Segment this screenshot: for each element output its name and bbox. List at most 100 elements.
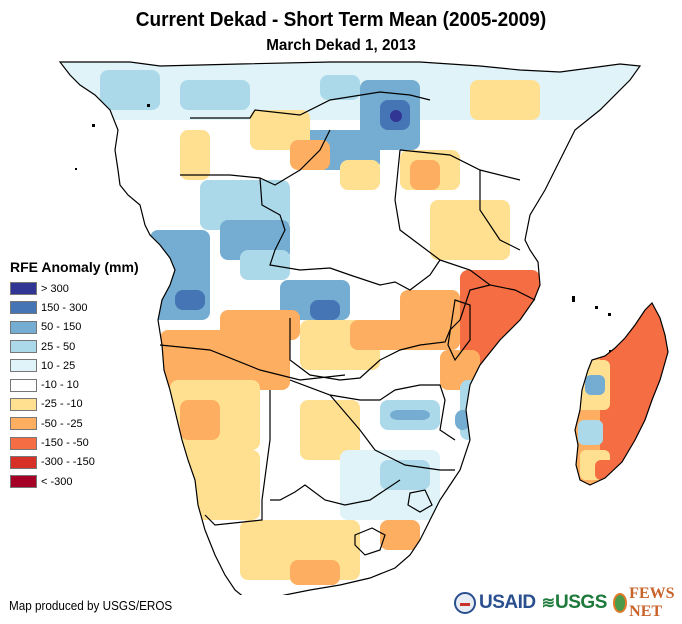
legend-label: -300 - -150: [41, 456, 95, 469]
anomaly-region: [585, 375, 605, 395]
anomaly-region: [180, 450, 260, 520]
legend-swatch: [10, 455, 37, 469]
legend-label: 150 - 300: [41, 301, 88, 314]
legend-item: < -300: [10, 472, 139, 491]
legend-item: -25 - -10: [10, 395, 139, 414]
anomaly-region: [310, 300, 340, 320]
usgs-waves-icon: ≋: [541, 595, 556, 612]
border-line: [329, 394, 455, 471]
anomaly-region: [390, 410, 430, 420]
legend-label: 25 - 50: [41, 340, 76, 353]
legend-item: 150 - 300: [10, 298, 139, 317]
anomaly-region: [470, 80, 540, 120]
anomaly-region: [340, 160, 380, 190]
anomaly-region: [200, 180, 290, 230]
malawi-border: [447, 299, 471, 362]
border-line: [479, 170, 521, 251]
anomaly-region: [180, 80, 250, 110]
anomaly-region: [240, 250, 290, 280]
partner-logos: USAID ≋ USGS FEWS NET: [454, 585, 682, 621]
border-line: [394, 149, 441, 261]
anomaly-region: [175, 290, 205, 310]
legend-item: -300 - -150: [10, 453, 139, 472]
legend-item: 25 - 50: [10, 337, 139, 356]
legend-label: -10 - 10: [41, 379, 79, 392]
anomaly-region: [380, 460, 430, 490]
legend-swatch: [10, 320, 37, 334]
anomaly-region: [430, 200, 510, 260]
anomaly-region: [380, 520, 420, 550]
border-line: [459, 284, 491, 321]
anomaly-region: [390, 110, 402, 122]
anomaly-region: [460, 380, 480, 440]
border-line: [289, 379, 456, 441]
legend-swatch: [10, 301, 37, 315]
anomaly-region: [578, 420, 603, 445]
legend-item: -50 - -25: [10, 414, 139, 433]
anomaly-region: [460, 270, 540, 360]
usaid-logo: USAID: [454, 592, 536, 614]
legend-swatch: [10, 359, 37, 373]
border-line: [289, 318, 461, 381]
border-line: [159, 344, 346, 381]
usaid-logo-text: USAID: [479, 592, 536, 613]
map-legend: RFE Anomaly (mm) > 300 150 - 300 50 - 150 2…: [10, 259, 139, 491]
border-line: [399, 149, 521, 181]
country-borders: [59, 61, 669, 595]
globe-icon: [612, 593, 628, 613]
legend-swatch: [10, 475, 37, 489]
legend-swatch: [10, 282, 37, 296]
legend-item: -10 - 10: [10, 375, 139, 394]
anomaly-map: [59, 61, 669, 595]
anomaly-region: [320, 75, 360, 100]
fewsnet-logo-text: FEWS NET: [629, 585, 675, 620]
anomaly-region: [410, 160, 440, 190]
border-line: [329, 259, 441, 291]
border-line: [190, 91, 431, 119]
usgs-logo-text: USGS: [555, 592, 607, 613]
anomaly-region: [300, 400, 360, 460]
legend-swatch: [10, 397, 37, 411]
lesotho-border: [354, 527, 386, 556]
legend-swatch: [10, 378, 37, 392]
eswatini-border: [407, 489, 433, 513]
legend-item: 10 - 25: [10, 356, 139, 375]
legend-item: 50 - 150: [10, 318, 139, 337]
anomaly-region: [595, 460, 615, 480]
usgs-logo: ≋ USGS: [541, 592, 608, 614]
legend-swatch: [10, 436, 37, 450]
border-line: [270, 479, 401, 506]
small-islands: [75, 104, 611, 352]
legend-label: -50 - -25: [41, 417, 83, 430]
madagascar-anomaly-fill: [575, 303, 668, 485]
legend-label: > 300: [41, 282, 69, 295]
map-credit: Map produced by USGS/EROS: [9, 598, 173, 613]
anomaly-region: [290, 140, 330, 170]
legend-swatch: [10, 417, 37, 431]
anomaly-region: [180, 400, 220, 440]
legend-swatch: [10, 340, 37, 354]
legend-title: RFE Anomaly (mm): [10, 259, 139, 275]
anomaly-region: [160, 330, 290, 390]
usaid-seal-icon: [454, 592, 476, 614]
anomaly-region: [100, 70, 160, 110]
anomaly-region: [440, 350, 480, 390]
legend-label: 50 - 150: [41, 321, 82, 334]
fewsnet-logo: FEWS NET: [612, 585, 682, 621]
anomaly-region: [250, 110, 310, 150]
legend-label: -150 - -50: [41, 437, 89, 450]
anomaly-region: [180, 130, 210, 180]
border-line: [259, 177, 331, 271]
map-title: Current Dekad - Short Term Mean (2005-20…: [135, 9, 547, 31]
legend-item: > 300: [10, 279, 139, 298]
border-line: [180, 129, 331, 186]
anomaly-region: [400, 290, 460, 350]
legend-label: -25 - -10: [41, 398, 83, 411]
map-subtitle: March Dekad 1, 2013: [266, 37, 416, 54]
legend-item: -150 - -50: [10, 433, 139, 452]
legend-label: 10 - 25: [41, 359, 76, 372]
border-line: [204, 390, 271, 526]
anomaly-region: [220, 310, 300, 340]
legend-label: < -300: [41, 475, 73, 488]
anomaly-region: [290, 560, 340, 585]
